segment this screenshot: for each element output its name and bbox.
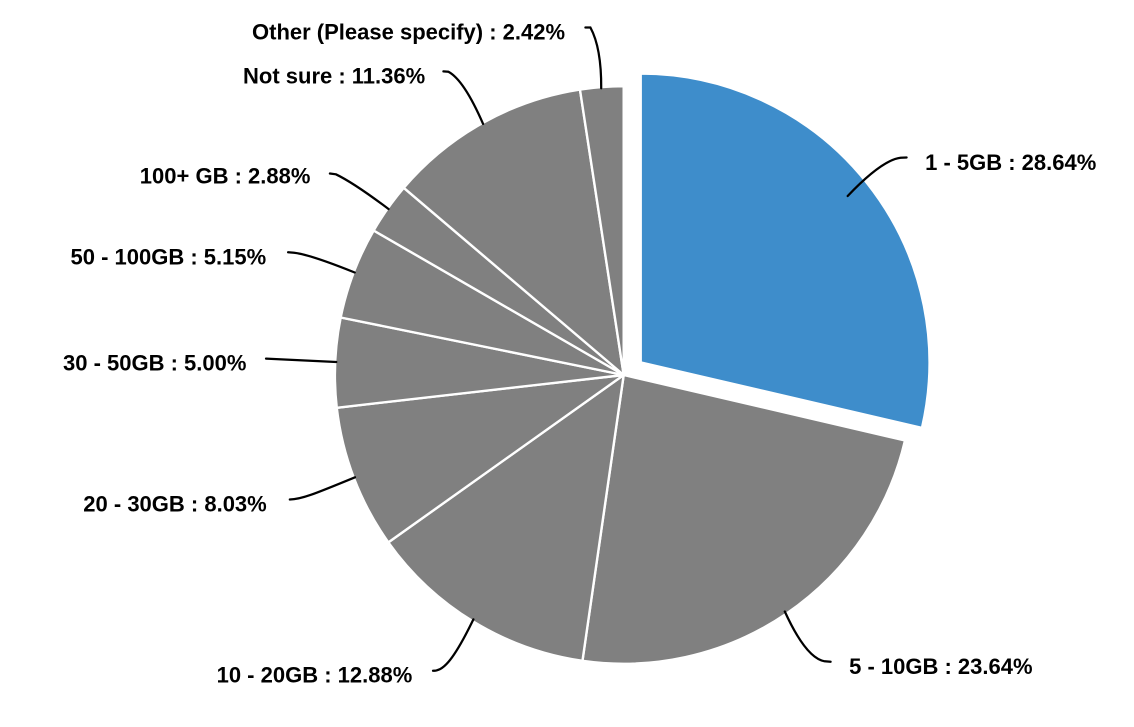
svg-text:5 - 10GB : 23.64%: 5 - 10GB : 23.64% [849,654,1032,679]
svg-text:100+ GB : 2.88%: 100+ GB : 2.88% [140,164,311,189]
svg-text:10 - 20GB : 12.88%: 10 - 20GB : 12.88% [217,663,413,688]
svg-text:Not sure : 11.36%: Not sure : 11.36% [243,64,425,89]
svg-text:30 - 50GB : 5.00%: 30 - 50GB : 5.00% [63,351,246,376]
svg-text:1 - 5GB : 28.64%: 1 - 5GB : 28.64% [925,150,1096,175]
svg-text:Other (Please specify) : 2.42%: Other (Please specify) : 2.42% [252,20,565,45]
svg-text:20 - 30GB : 8.03%: 20 - 30GB : 8.03% [83,492,266,517]
svg-text:50 - 100GB : 5.15%: 50 - 100GB : 5.15% [71,245,267,270]
